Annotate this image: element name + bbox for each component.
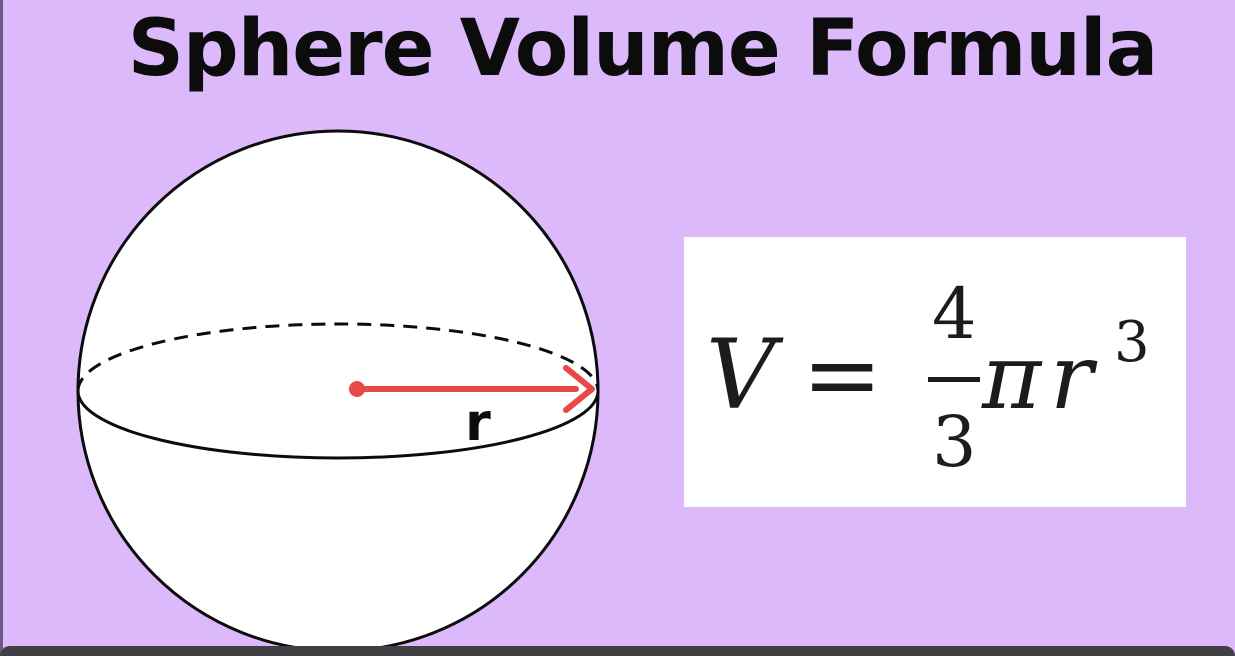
formula-box: V = 4 3 π r 3 [684, 237, 1186, 507]
formula-equals: = [802, 319, 883, 431]
radius-arrow-head [563, 365, 595, 413]
formula-pi: π [982, 325, 1042, 430]
left-edge-border [0, 0, 3, 656]
sphere-diagram: r [76, 129, 600, 653]
formula-lhs: V [706, 319, 776, 431]
volume-formula: V = 4 3 π r 3 [684, 237, 1186, 507]
bottom-edge-bar [0, 646, 1235, 656]
equator-back-dashed [76, 322, 600, 392]
fraction-numerator: 4 [932, 273, 977, 355]
fraction-denominator: 3 [932, 401, 977, 483]
radius-label: r [465, 393, 491, 453]
equator-front [76, 390, 600, 460]
formula-exponent: 3 [1114, 310, 1150, 375]
center-point [349, 381, 365, 397]
fraction-bar [928, 377, 980, 382]
formula-variable: r [1050, 325, 1094, 430]
page-title: Sphere Volume Formula [127, 4, 1159, 94]
